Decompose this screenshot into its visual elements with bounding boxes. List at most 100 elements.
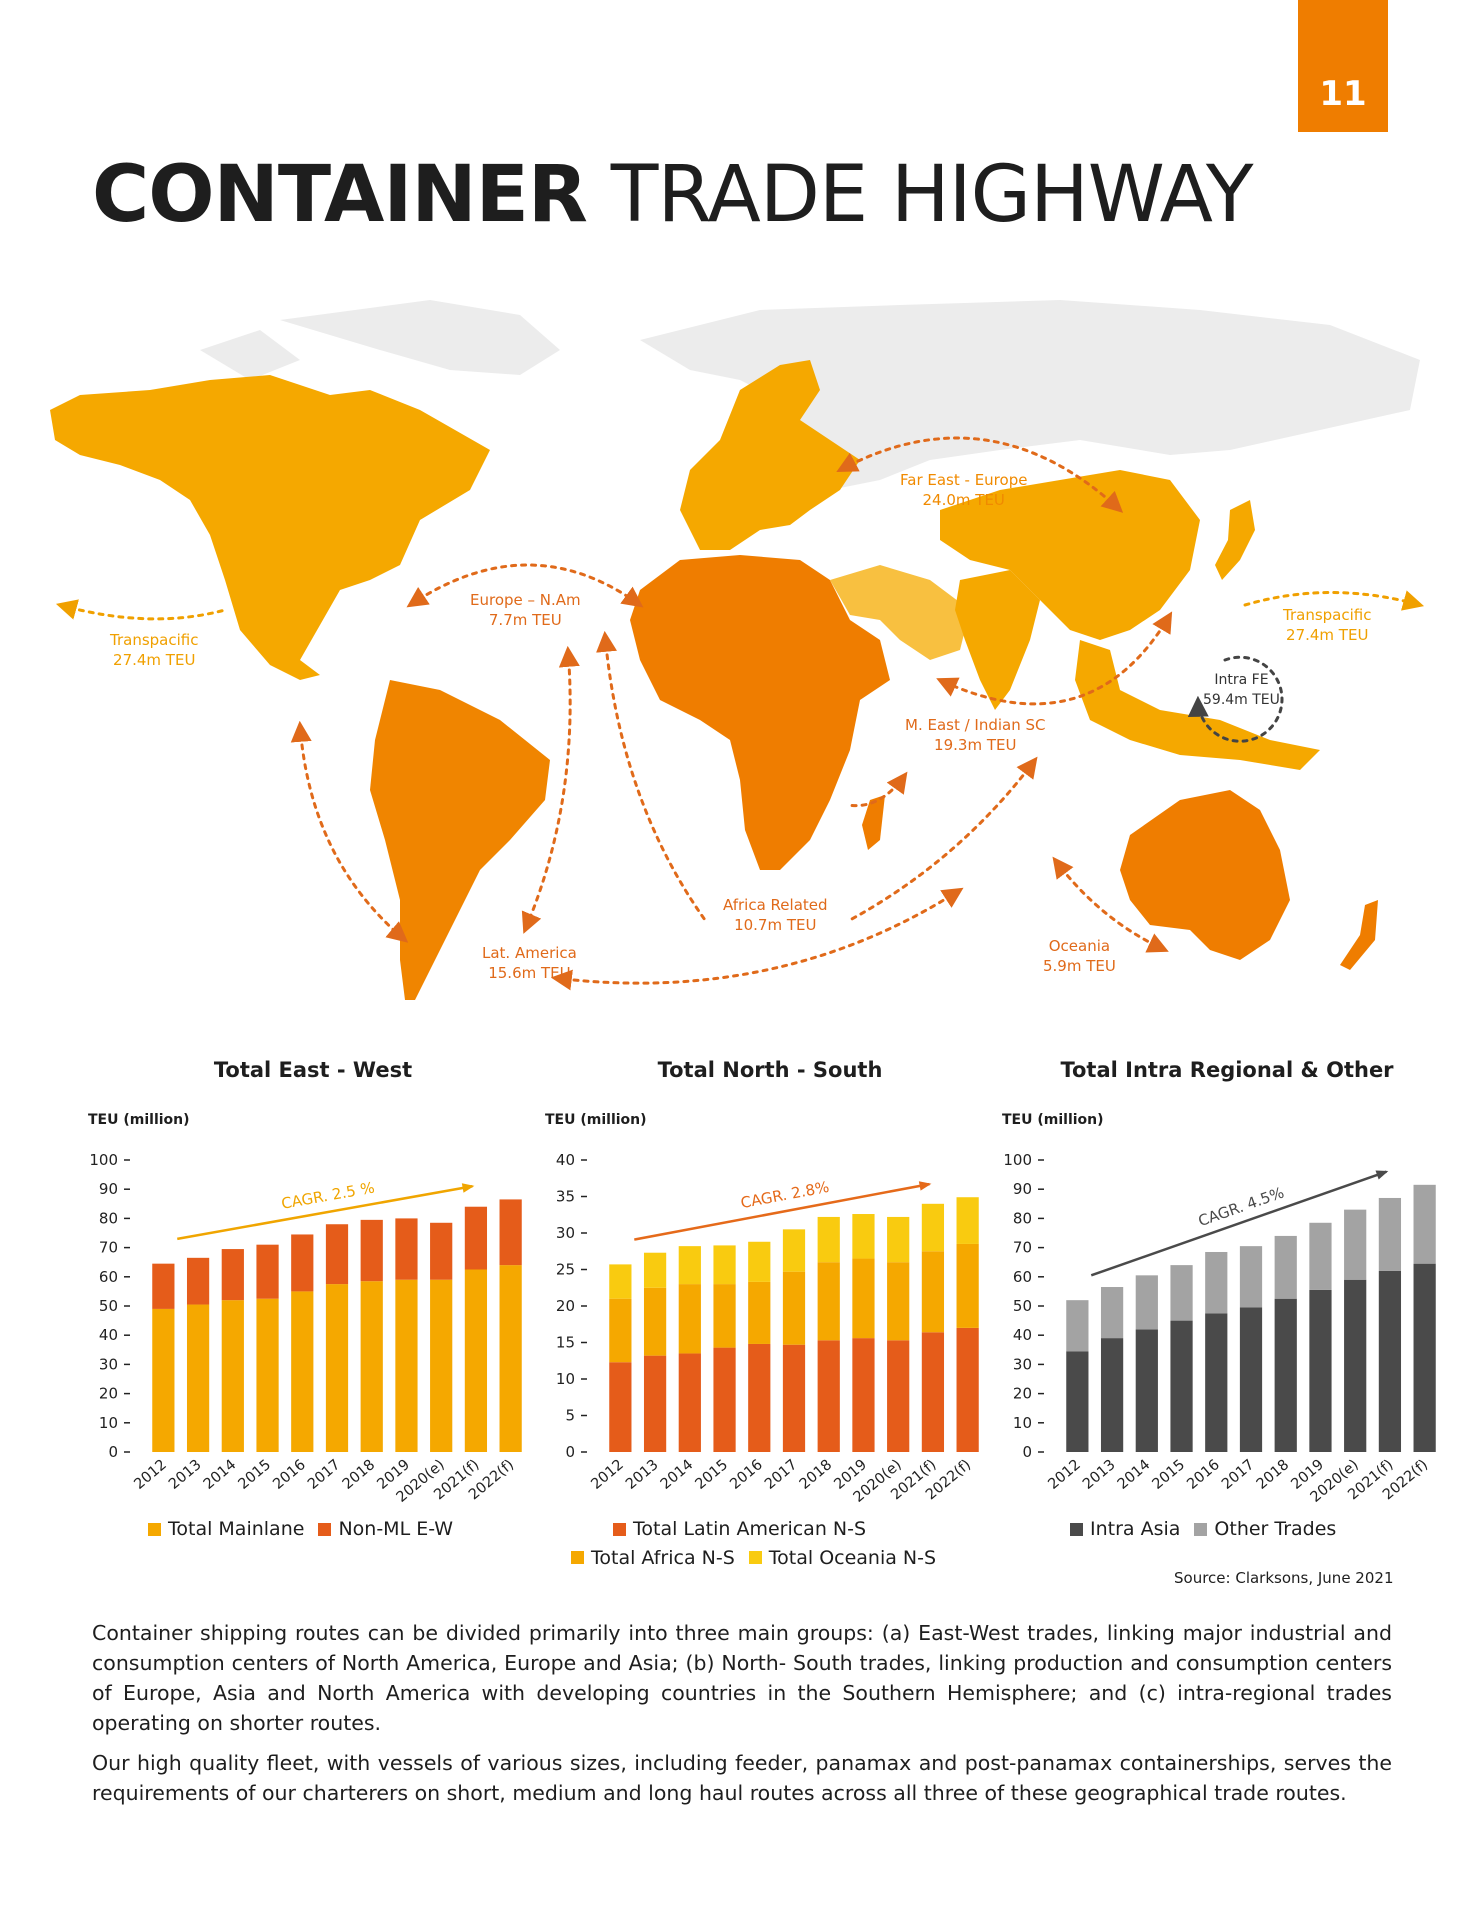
cagr-annotation: CAGR. 2.8% — [739, 1178, 830, 1212]
x-tick-label: 2013 — [1080, 1457, 1119, 1493]
y-tick-label: 30 — [99, 1355, 118, 1373]
bar-segment — [325, 1224, 349, 1285]
bar-segment — [643, 1287, 667, 1356]
bar-segment — [360, 1219, 383, 1282]
bar-segment — [1239, 1246, 1263, 1308]
x-tick-label: 2015 — [693, 1457, 732, 1493]
bar-segment — [499, 1265, 522, 1452]
bar-segment — [221, 1300, 244, 1452]
bar-segment — [256, 1244, 279, 1299]
y-tick-label: 90 — [99, 1180, 118, 1198]
bar-segment — [1413, 1184, 1436, 1264]
label-latin-america: Lat. America 15.6m TEU — [482, 943, 577, 983]
bar-segment — [1274, 1235, 1297, 1299]
route-name: Oceania — [1048, 937, 1111, 955]
south-america-landmass — [370, 680, 550, 1000]
chart-legend: Total Mainlane Non-ML E-W — [148, 1518, 467, 1541]
bar-segment — [186, 1257, 210, 1305]
bar-segment — [1309, 1289, 1332, 1452]
legend-label: Total Latin American N-S — [633, 1518, 867, 1540]
route-name: Far East - Europe — [900, 471, 1028, 489]
legend-label: Total Oceania N-S — [768, 1546, 937, 1569]
bar-segment — [643, 1355, 667, 1452]
y-tick-label: 100 — [1003, 1151, 1032, 1169]
y-tick-label: 20 — [1013, 1385, 1032, 1403]
body-paragraph-2: Our high quality fleet, with vessels of … — [92, 1751, 1392, 1805]
new-zealand-landmass — [1340, 900, 1378, 970]
page-title: CONTAINER TRADE HIGHWAY — [92, 150, 1254, 240]
bar-segment — [887, 1262, 910, 1341]
legend-label: Total Africa N-S — [591, 1546, 735, 1569]
route-oceania — [1052, 856, 1169, 953]
route-transpacific-west — [55, 599, 227, 621]
bar-segment — [921, 1251, 945, 1333]
legend-swatch-icon — [148, 1522, 161, 1536]
world-trade-map: Far East - Europe 24.0m TEU Europe – N.A… — [0, 280, 1474, 1000]
label-intra-fe: Intra FE 59.4m TEU — [1203, 670, 1280, 710]
bar-segment — [1378, 1270, 1402, 1452]
route-name: Lat. America — [482, 944, 577, 962]
chart-title: Total North - South — [657, 1058, 883, 1082]
bar-segment — [1135, 1329, 1158, 1452]
y-tick-label: 80 — [1013, 1209, 1032, 1227]
y-tick-label: 60 — [1013, 1268, 1032, 1286]
bar-segment — [956, 1243, 979, 1328]
y-tick-label: 80 — [99, 1209, 118, 1227]
y-tick-label: 0 — [108, 1443, 118, 1461]
bar-segment — [817, 1216, 840, 1263]
cagr-arrow-head-icon — [918, 1181, 932, 1191]
source-note: Source: Clarksons, June 2021 — [1174, 1569, 1394, 1587]
cagr-trend-line — [634, 1182, 930, 1241]
y-tick-label: 70 — [1013, 1239, 1032, 1257]
japan-landmass — [1215, 500, 1255, 580]
y-tick-label: 50 — [99, 1297, 118, 1315]
bar-segment — [1170, 1265, 1193, 1321]
bar-segment — [1413, 1263, 1436, 1452]
y-tick-label: 100 — [89, 1151, 118, 1169]
bar-segment — [256, 1298, 279, 1452]
x-tick-label: 2018 — [797, 1457, 836, 1493]
bar-segment — [678, 1284, 701, 1354]
legend-swatch-icon — [318, 1522, 332, 1536]
route-name: Transpacific — [110, 631, 199, 649]
bar-segment — [464, 1269, 488, 1452]
africa-landmass — [630, 555, 890, 870]
legend-label: Non-ML E-W — [338, 1518, 454, 1540]
route-africa-south — [550, 887, 964, 991]
bar-segment — [887, 1216, 910, 1263]
bar-segment — [186, 1304, 210, 1452]
page-title-light: TRADE HIGHWAY — [610, 150, 1254, 240]
bar-segment — [1309, 1222, 1332, 1290]
bar-segment — [887, 1340, 910, 1452]
x-tick-label: 2016 — [727, 1457, 766, 1493]
legend-item: Total Mainlane — [148, 1518, 304, 1540]
route-name: Africa Related — [723, 896, 828, 914]
chart-legend: Intra Asia Other Trades — [1070, 1518, 1350, 1541]
legend-label: Intra Asia — [1090, 1518, 1181, 1540]
route-far-east-europe — [836, 436, 1124, 513]
y-tick-label: 30 — [1013, 1355, 1032, 1373]
bar-segment — [1344, 1279, 1367, 1452]
x-tick-label: 2018 — [1254, 1457, 1293, 1493]
bar-segment — [852, 1214, 875, 1259]
y-axis-label: TEU (million) — [1002, 1112, 1104, 1128]
legend-swatch-icon — [571, 1551, 584, 1564]
bar-segment — [852, 1258, 875, 1339]
y-tick-label: 10 — [556, 1370, 575, 1388]
body-paragraph-1: Container shipping routes can be divided… — [92, 1621, 1392, 1735]
india-landmass — [955, 570, 1040, 710]
bar-segment — [782, 1344, 806, 1452]
route-africa-west — [596, 630, 707, 922]
bar-segment — [1100, 1338, 1124, 1452]
chart-total-north-south: Total North - South TEU (million) 0 5 10 15… — [545, 1050, 995, 1610]
madagascar-landmass — [862, 795, 885, 850]
y-tick-label: 0 — [565, 1443, 575, 1461]
bar-segment — [956, 1197, 979, 1244]
route-value: 5.9m TEU — [1043, 957, 1116, 975]
route-value: 10.7m TEU — [734, 916, 817, 934]
route-name: Transpacific — [1283, 606, 1372, 624]
chart-total-intra-regional: Total Intra Regional & Other TEU (millio… — [1002, 1050, 1452, 1610]
cagr-annotation: CAGR. 2.5 % — [280, 1179, 376, 1213]
chart-total-east-west: Total East - West TEU (million) 0 10 20 30 4… — [88, 1050, 538, 1610]
legend-item: Intra Asia — [1070, 1518, 1180, 1540]
